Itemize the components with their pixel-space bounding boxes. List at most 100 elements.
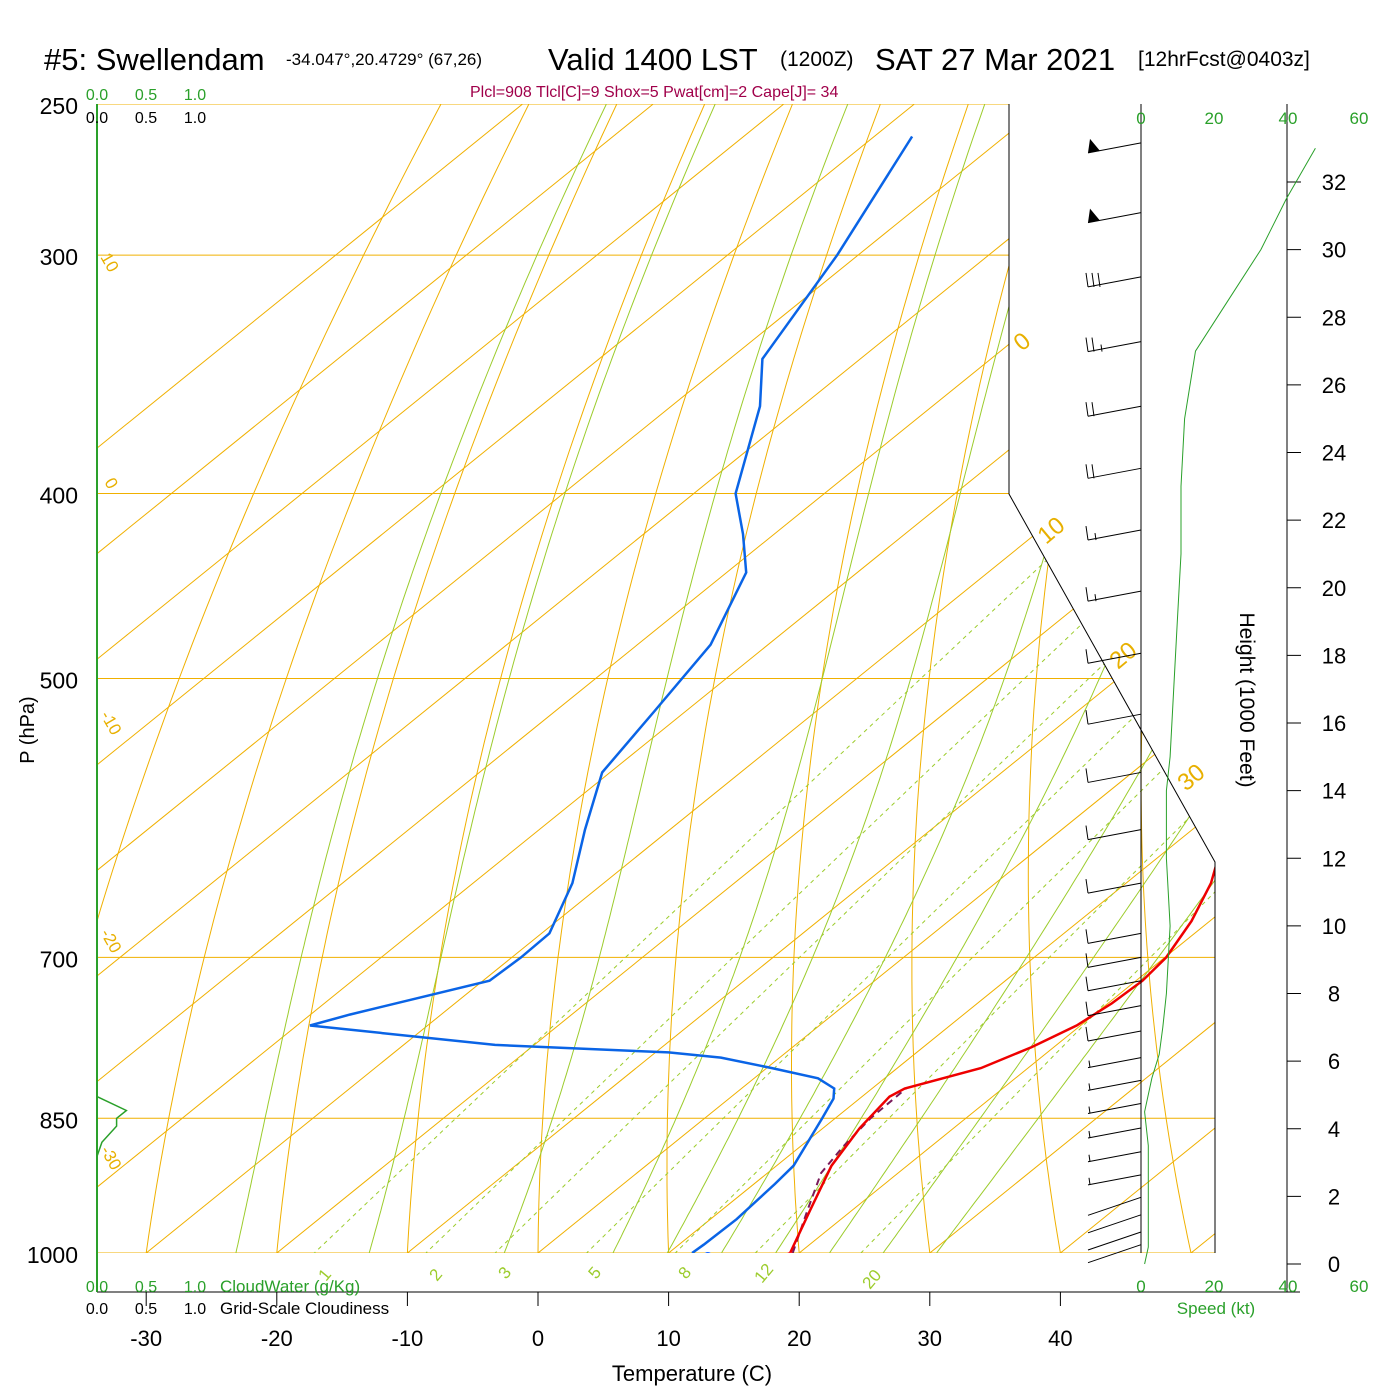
station-coords: -34.047°,20.4729° (67,26): [286, 50, 483, 69]
speed-tick-bottom: 0: [1136, 1277, 1145, 1296]
wind-barb: [1087, 208, 1142, 224]
height-tick-label: 26: [1322, 373, 1346, 398]
cloudwater-bottom-tick: 0.5: [135, 1279, 157, 1296]
valid-date: SAT 27 Mar 2021: [875, 42, 1116, 77]
wind-barb-shaft: [1087, 405, 1142, 417]
wind-barb: [1087, 1151, 1142, 1163]
cloudiness-bottom-tick: 1.0: [184, 1301, 206, 1318]
wind-barb-shaft: [1087, 1079, 1142, 1091]
temperature-profile: [788, 136, 1215, 1253]
speed-tick-bottom: 40: [1279, 1277, 1298, 1296]
header: #5: Swellendam -34.047°,20.4729° (67,26)…: [0, 42, 1400, 82]
wind-barb: [1085, 649, 1142, 664]
wind-barb-flag: [1085, 1001, 1089, 1016]
x-tick-label: 10: [656, 1326, 680, 1351]
x-tick-label: -10: [392, 1326, 424, 1351]
pressure-label: 250: [40, 93, 78, 119]
sounding-parameters: Plcl=908 Tlcl[C]=9 Shox=5 Pwat[cm]=2 Cap…: [470, 84, 839, 101]
isotherm-line: [668, 104, 1215, 1253]
x-tick-label: 30: [918, 1326, 942, 1351]
wind-barb: [1085, 879, 1142, 894]
speed-tick-top: 20: [1205, 109, 1224, 128]
valid-time: Valid 1400 LST: [548, 42, 758, 77]
mixing-ratio-line: [383, 493, 1215, 1253]
wind-barb-shaft: [1087, 1103, 1142, 1115]
wind-barb-half-flag: [1088, 1106, 1091, 1114]
dry-adiabat-line: [537, 104, 808, 1253]
height-tick-label: 12: [1322, 846, 1346, 871]
wind-barb: [1085, 337, 1142, 353]
wind-barb-shaft: [1087, 1005, 1142, 1017]
wind-barb-half-flag: [1094, 594, 1097, 602]
isotherm-line: [929, 104, 1215, 1253]
isotherm-line: [537, 104, 1215, 1253]
speed-tick-top: 0: [1136, 109, 1145, 128]
wind-barb-flag: [1085, 953, 1089, 968]
moist-adiabat-line: [487, 104, 862, 1253]
height-tick-label: 8: [1328, 982, 1340, 1007]
cloudiness-bottom-tick: 0.0: [86, 1301, 108, 1318]
wind-barb-shaft: [1087, 932, 1142, 944]
height-tick-label: 18: [1322, 643, 1346, 668]
dry-adiabat-label: -10: [97, 708, 126, 739]
wind-barb-half-flag: [1088, 1083, 1091, 1091]
wind-barb-shaft: [1087, 1127, 1142, 1139]
wind-barb-flag: [1085, 587, 1089, 602]
pressure-label: 850: [40, 1107, 78, 1133]
wind-barb: [1087, 1057, 1142, 1069]
dry-adiabat-label: -20: [97, 926, 126, 957]
height-tick-label: 4: [1328, 1117, 1340, 1142]
mixing-ratio-label: 20: [859, 1266, 886, 1293]
height-tick-label: 6: [1328, 1049, 1340, 1074]
cloudwater-axis-title: CloudWater (g/Kg): [220, 1277, 360, 1296]
wind-barb: [1085, 272, 1142, 288]
wind-barb-half-flag: [1088, 1060, 1091, 1068]
wind-barb: [1085, 1026, 1142, 1042]
pressure-label: 300: [40, 244, 78, 270]
wind-barb-flag: [1085, 464, 1089, 479]
cloudwater-bottom-tick: 1.0: [184, 1279, 206, 1296]
height-tick-label: 14: [1322, 779, 1346, 804]
height-tick-label: 24: [1322, 441, 1346, 466]
grid-lines: [97, 104, 1215, 1253]
wind-barb-half-flag: [1094, 532, 1097, 541]
cloudwater-bottom-tick: 0.0: [86, 1279, 108, 1296]
surface-dewpoint-dot: [702, 1252, 713, 1253]
x-tick-label: -30: [130, 1326, 162, 1351]
wind-barb-pennant: [1088, 138, 1100, 153]
wind-barb-shaft: [1087, 590, 1142, 602]
speed-tick-bottom: 20: [1205, 1277, 1224, 1296]
wind-barb-shaft: [1087, 1231, 1142, 1251]
dry-adiabat-line: [272, 104, 634, 1253]
wind-barb-shaft: [1087, 713, 1142, 725]
wind-barb-flag: [1097, 272, 1101, 287]
height-tick-label: 0: [1328, 1252, 1340, 1277]
parcel-profile: [791, 1087, 907, 1253]
wind-barb-shaft: [1087, 882, 1142, 894]
y-axis-title: P (hPa): [17, 696, 39, 763]
x-tick-label: 0: [532, 1326, 544, 1351]
dry-adiabat-line: [405, 104, 721, 1253]
dry-adiabat-line: [97, 104, 460, 1253]
cloudwater-top-tick: 1.0: [184, 87, 206, 104]
cloudiness-top-tick: 1.0: [184, 110, 206, 127]
wind-barb-shaft: [1087, 652, 1142, 664]
cloudiness-top-tick: 0.5: [135, 110, 157, 127]
wind-barb: [1085, 976, 1142, 992]
wind-barb-flag: [1085, 710, 1089, 725]
cloudwater-top-tick: 0.5: [135, 87, 157, 104]
cloudiness-top-tick: 0.0: [86, 110, 108, 127]
wind-barb-shaft: [1087, 1151, 1142, 1163]
wind-barb: [1085, 464, 1142, 479]
moist-adiabat-line: [356, 104, 731, 1253]
wind-barb-flag: [1091, 272, 1095, 287]
height-tick-label: 16: [1322, 711, 1346, 736]
cloudiness-axis-title: Grid-Scale Cloudiness: [220, 1299, 389, 1318]
wind-barb-flag: [1091, 464, 1095, 479]
isotherm-label: 20: [1105, 637, 1143, 675]
wind-barb: [1085, 587, 1142, 602]
wind-barb: [1085, 825, 1142, 841]
wind-barb-shaft: [1087, 1174, 1142, 1186]
dry-adiabat-line: [1140, 104, 1215, 1253]
wind-barb-shaft: [1087, 276, 1142, 288]
